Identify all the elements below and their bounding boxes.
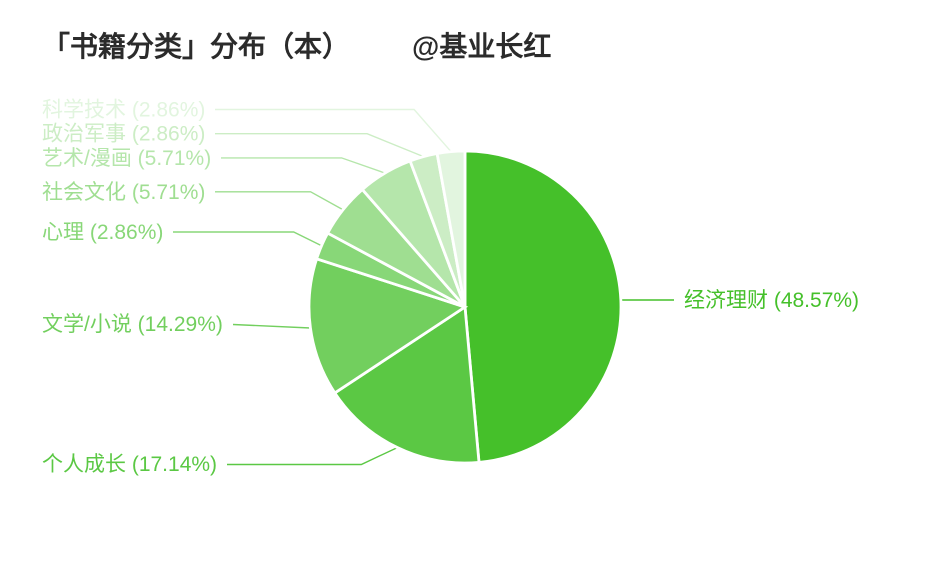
- svg-text:经济理财 (48.57%): 经济理财 (48.57%): [684, 289, 859, 312]
- svg-text:心理 (2.86%): 心理 (2.86%): [42, 221, 163, 244]
- svg-text:艺术/漫画 (5.71%): 艺术/漫画 (5.71%): [42, 147, 211, 170]
- svg-text:个人成长 (17.14%): 个人成长 (17.14%): [42, 453, 217, 476]
- svg-text:社会文化 (5.71%): 社会文化 (5.71%): [42, 181, 205, 204]
- svg-text:科学技术 (2.86%): 科学技术 (2.86%): [42, 99, 205, 122]
- svg-text:文学/小说 (14.29%): 文学/小说 (14.29%): [42, 313, 223, 336]
- svg-text:政治军事 (2.86%): 政治军事 (2.86%): [42, 123, 205, 146]
